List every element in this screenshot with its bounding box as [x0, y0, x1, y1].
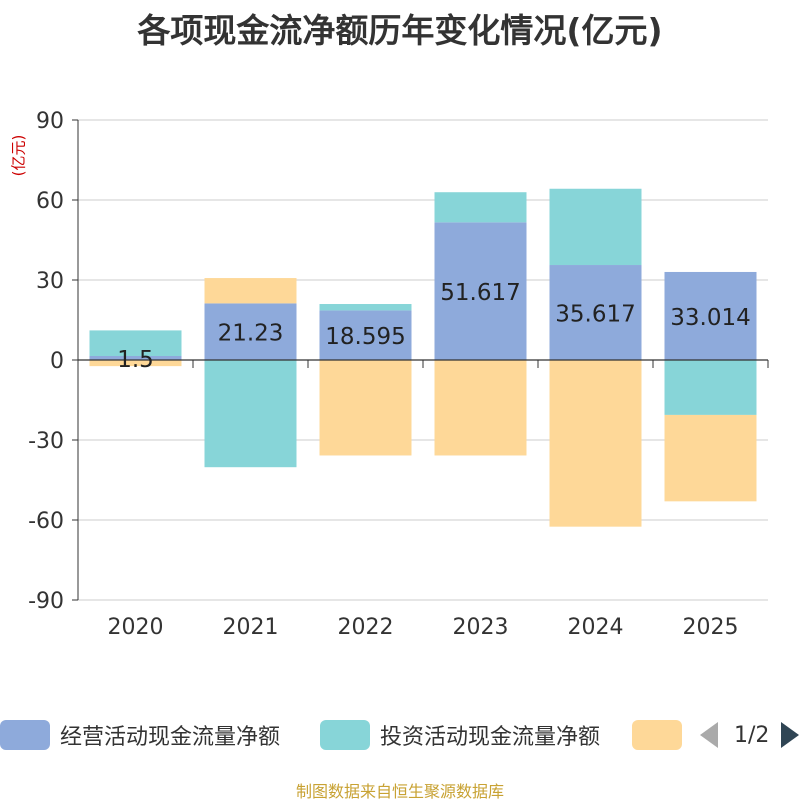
bar-s1-2023	[434, 192, 527, 223]
data-label-2025: 33.014	[670, 305, 750, 331]
bar-s0-2022	[319, 310, 412, 360]
legend-page-indicator: 1/2	[734, 722, 770, 748]
legend-item-operating[interactable]: 经营活动现金流量净额	[0, 715, 280, 755]
y-tick-label: -30	[28, 429, 64, 454]
bar-s0-2025	[664, 271, 757, 360]
x-tick-label-2022: 2022	[338, 615, 394, 640]
next-page-icon[interactable]	[781, 722, 800, 748]
bar-s2-2020	[89, 360, 182, 367]
x-tick-label-2021: 2021	[223, 615, 279, 640]
bar-s1-2020	[89, 330, 182, 356]
legend-pager: 1/2	[700, 715, 800, 755]
x-tick-label-2023: 2023	[453, 615, 509, 640]
y-tick-label: -60	[28, 509, 64, 534]
bar-s1-2021	[204, 360, 297, 468]
y-tick-label: 90	[36, 109, 64, 134]
bar-s2-2022	[319, 360, 412, 456]
bar-s2-2023	[434, 360, 527, 456]
bar-s1-2024	[549, 188, 642, 266]
legend-label-operating: 经营活动现金流量净额	[60, 725, 281, 750]
legend-label-investing: 投资活动现金流量净额	[380, 725, 601, 750]
legend-swatch-financing	[632, 720, 682, 750]
legend-swatch-investing	[320, 720, 370, 750]
data-label-2024: 35.617	[555, 302, 635, 328]
y-tick-label: 30	[36, 269, 64, 294]
bar-s0-2024	[549, 265, 642, 360]
data-label-2022: 18.595	[325, 324, 405, 350]
legend-item-financing[interactable]	[632, 715, 682, 755]
bar-s0-2023	[434, 222, 527, 360]
x-tick-label-2020: 2020	[108, 615, 164, 640]
bar-s0-2020	[89, 356, 182, 360]
legend-item-investing[interactable]: 投资活动现金流量净额	[320, 715, 600, 755]
legend: 经营活动现金流量净额 投资活动现金流量净额 1/2	[0, 715, 800, 755]
bar-s2-2024	[549, 360, 642, 527]
bar-s2-2021	[204, 278, 297, 304]
y-tick-label: 60	[36, 189, 64, 214]
bar-s1-2022	[319, 304, 412, 311]
data-label-2023: 51.617	[440, 280, 520, 306]
bar-s0-2021	[204, 303, 297, 360]
chart-canvas: 90 60 30 0 -30 -60 -90 1.5 21.23 18.595 51.617 35.6…	[28, 109, 769, 640]
chart-title: 各项现金流净额历年变化情况(亿元)	[137, 11, 663, 50]
bar-s1-2025	[664, 360, 757, 415]
data-label-2020: 1.5	[117, 347, 154, 373]
y-tick-label: 0	[50, 349, 64, 374]
data-source: 制图数据来自恒生聚源数据库	[295, 782, 504, 801]
x-tick-label-2025: 2025	[683, 615, 739, 640]
prev-page-icon[interactable]	[700, 722, 718, 748]
bar-s2-2025	[664, 414, 757, 502]
x-tick-label-2024: 2024	[568, 615, 624, 640]
legend-swatch-operating	[0, 720, 50, 750]
data-label-2021: 21.23	[218, 321, 284, 347]
y-tick-label: -90	[28, 589, 64, 614]
